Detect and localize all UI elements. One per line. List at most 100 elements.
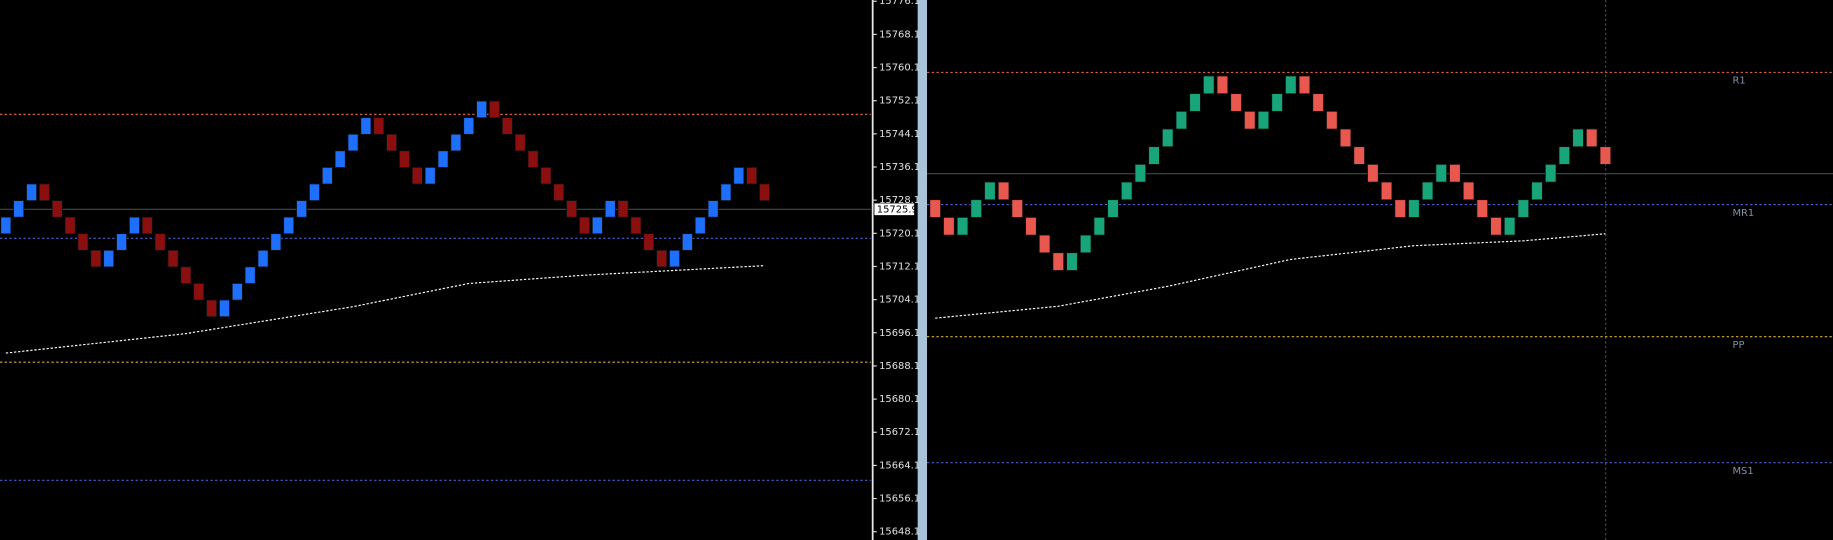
brick [1476, 199, 1488, 218]
brick [1093, 217, 1106, 236]
brick [694, 216, 706, 235]
brick [1408, 199, 1420, 218]
brick [231, 283, 243, 301]
brick [1435, 164, 1447, 183]
brick [1216, 75, 1229, 95]
brick [643, 233, 655, 251]
brick [540, 167, 552, 185]
brick [1572, 128, 1584, 148]
brick [553, 183, 565, 201]
brick [1531, 181, 1543, 201]
brick [591, 216, 603, 235]
brick [1107, 199, 1119, 218]
brick [424, 167, 436, 185]
y-tick-label: 15696.1 [879, 328, 920, 339]
brick [270, 233, 282, 251]
brick [1011, 199, 1023, 218]
brick [1312, 93, 1324, 112]
brick [746, 167, 758, 185]
moving-average [935, 233, 1606, 319]
brick [1394, 199, 1406, 218]
last-price-tag [874, 203, 915, 216]
brick [707, 200, 719, 218]
brick [1244, 111, 1256, 130]
brick [1285, 75, 1297, 95]
brick [1586, 128, 1598, 148]
brick [656, 249, 668, 268]
y-tick-label: 15664.1 [879, 460, 920, 471]
brick [39, 183, 50, 201]
brick [1257, 111, 1270, 130]
brick [129, 216, 140, 235]
brick [1203, 75, 1215, 95]
brick [1271, 93, 1283, 112]
brick [1134, 164, 1147, 183]
brick [437, 150, 449, 168]
brick [1025, 217, 1037, 236]
brick [579, 216, 590, 235]
brick [1503, 217, 1516, 236]
brick [970, 199, 982, 218]
brick [1121, 181, 1133, 201]
y-tick-label: 15728.1 [879, 195, 920, 206]
level-label: R1 [1732, 76, 1745, 87]
brick [1380, 181, 1393, 201]
brick [630, 216, 642, 235]
brick [193, 283, 205, 301]
brick [334, 150, 346, 168]
brick [759, 183, 770, 201]
brick [997, 181, 1010, 201]
brick [1148, 146, 1160, 165]
brick [1038, 234, 1051, 254]
brick [180, 266, 192, 284]
level-label: PP [1732, 340, 1744, 351]
brick [1339, 128, 1352, 148]
brick [682, 233, 693, 251]
brick [1175, 111, 1188, 130]
brick [77, 233, 89, 251]
brick [1353, 146, 1365, 165]
brick [13, 200, 25, 218]
brick [1066, 252, 1078, 271]
brick [984, 181, 996, 201]
brick [219, 299, 230, 317]
brick [167, 249, 179, 268]
brick [1558, 146, 1571, 165]
brick [1079, 234, 1092, 254]
brick [399, 150, 410, 168]
brick [733, 167, 745, 185]
brick [527, 150, 539, 168]
brick [1298, 75, 1311, 95]
brick [283, 216, 295, 235]
last-price-label: 15725.9 [877, 204, 918, 215]
brick [1230, 93, 1242, 112]
brick [463, 117, 475, 135]
brick [489, 100, 500, 119]
y-tick-label: 15712.1 [879, 261, 920, 272]
y-tick-label: 15648.1 [879, 527, 920, 538]
y-tick-label: 15704.1 [879, 295, 920, 306]
panel-splitter[interactable] [917, 0, 928, 540]
brick [206, 299, 217, 317]
y-tick-label: 15736.1 [879, 162, 920, 173]
brick [476, 100, 487, 119]
brick [154, 233, 166, 251]
moving-average [5, 265, 765, 354]
brick [90, 249, 102, 268]
brick [141, 216, 153, 235]
brick [26, 183, 37, 201]
brick [411, 167, 423, 185]
brick [321, 167, 333, 185]
y-tick-label: 15760.1 [879, 63, 920, 74]
y-tick-label: 15752.1 [879, 96, 920, 107]
brick [386, 133, 397, 152]
y-tick-label: 15744.1 [879, 129, 920, 140]
brick [347, 133, 359, 152]
y-tick-label: 15776.1 [879, 0, 920, 7]
brick [514, 133, 526, 152]
brick [0, 216, 12, 235]
brick [1421, 181, 1434, 201]
brick [51, 200, 63, 218]
brick [943, 217, 955, 236]
